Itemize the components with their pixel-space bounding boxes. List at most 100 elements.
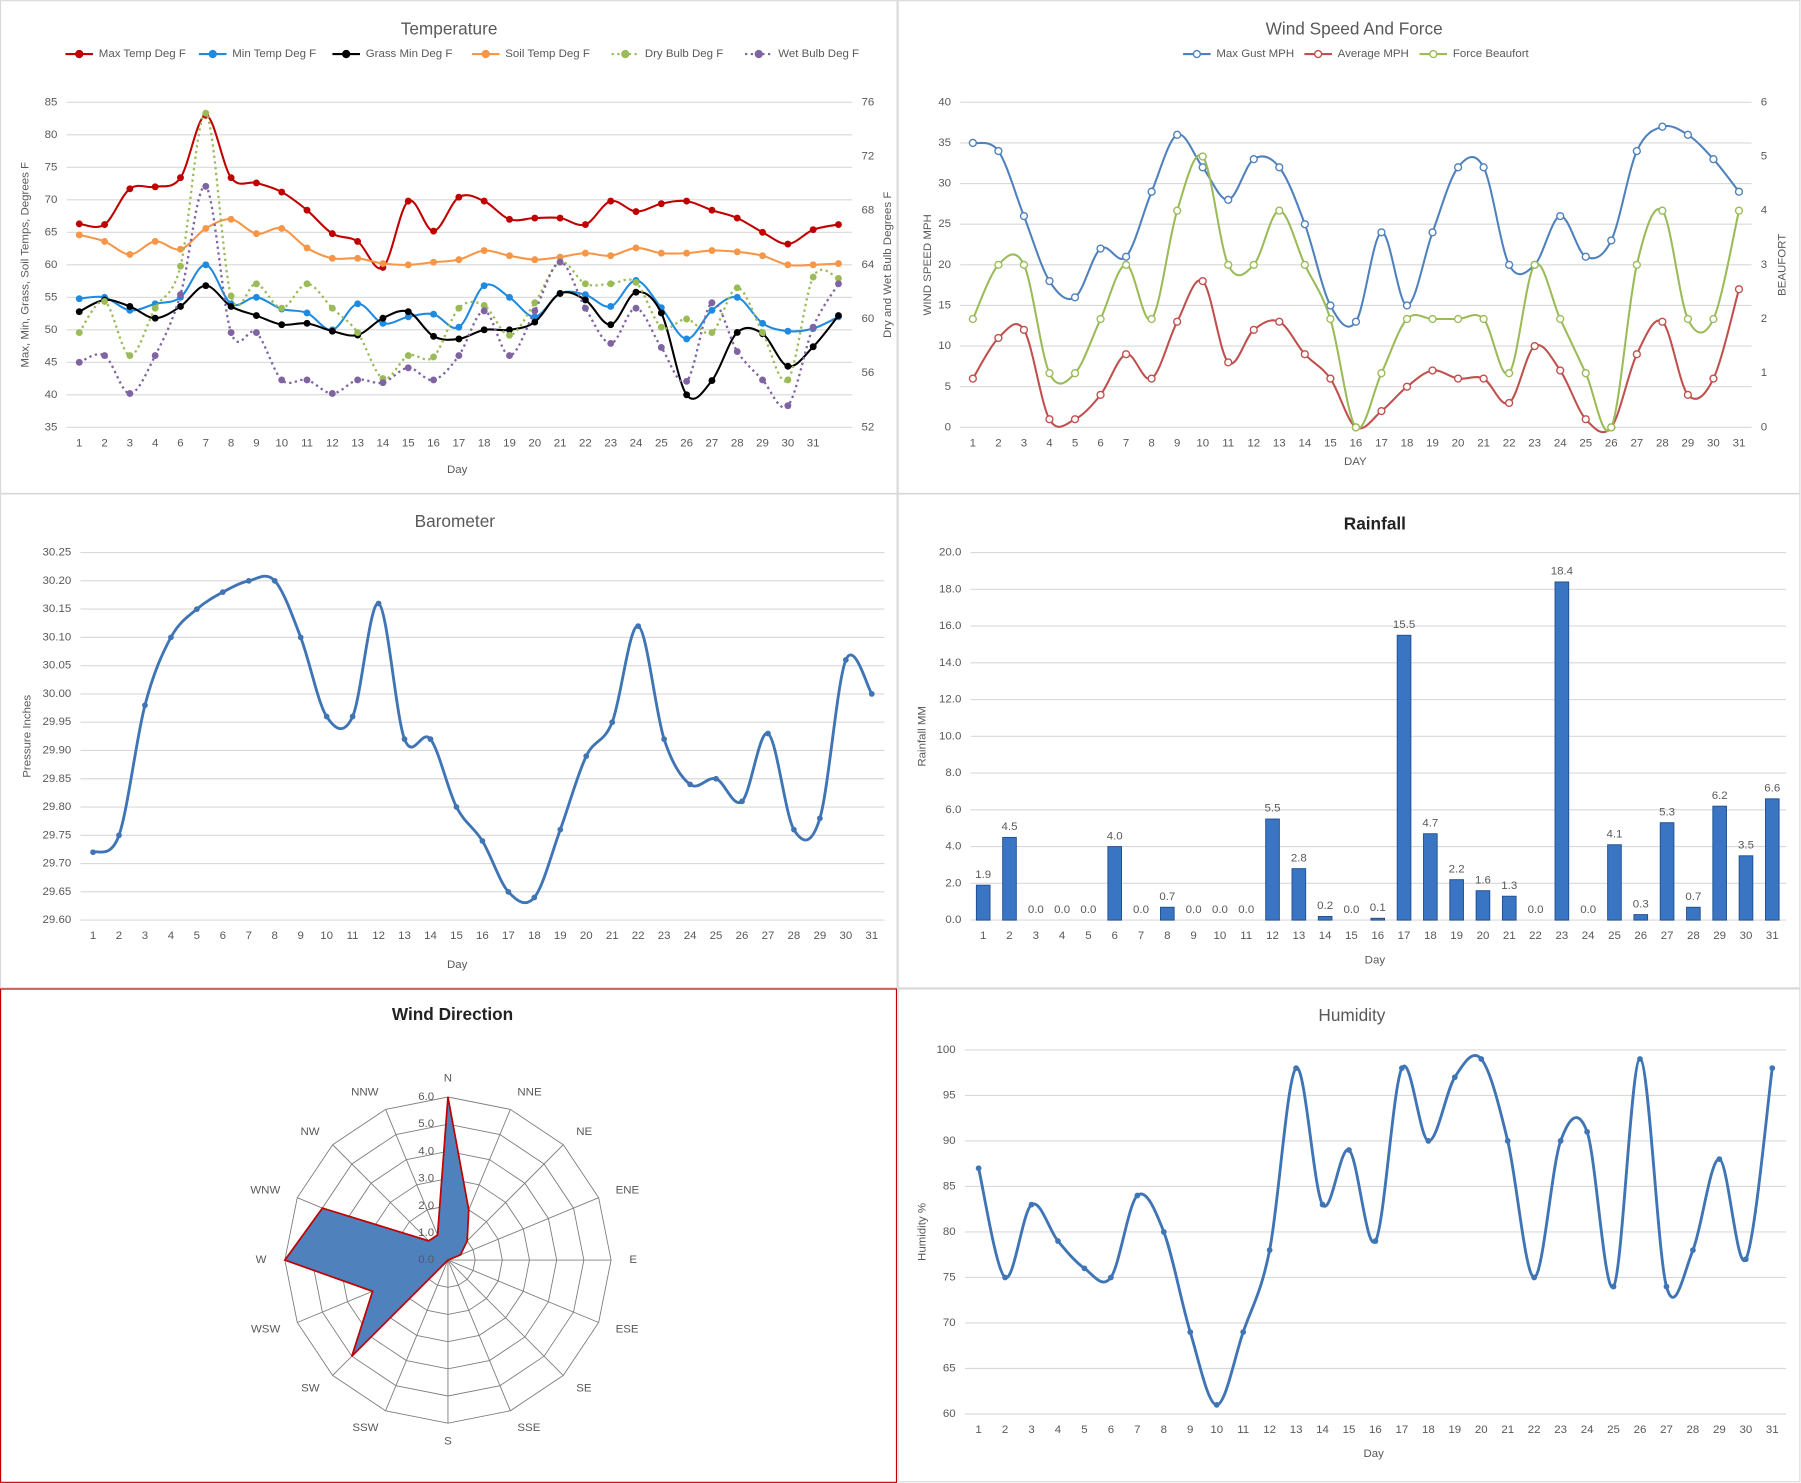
data-point	[1019, 211, 1029, 221]
x-tick-label: 25	[1608, 930, 1621, 942]
data-point	[1658, 122, 1667, 131]
x-tick-label: 6	[1108, 1424, 1114, 1436]
data-point	[708, 377, 716, 384]
y-tick-label: 29.85	[43, 773, 72, 785]
x-tick-label: 6	[177, 437, 183, 449]
data-point	[227, 215, 235, 223]
x-tick-label: 27	[1661, 930, 1674, 942]
data-label: 2.8	[1291, 852, 1307, 864]
y-tick-label: 40	[938, 96, 951, 108]
data-point	[607, 321, 615, 329]
data-point	[430, 310, 438, 318]
y-tick-label: 30	[938, 178, 951, 190]
y-tick-label: 20	[938, 259, 951, 271]
r-tick-label: 5.0	[418, 1118, 434, 1130]
data-point	[733, 284, 741, 292]
data-point	[506, 352, 513, 360]
data-point	[531, 894, 538, 901]
data-point	[404, 197, 412, 205]
data-point	[1479, 163, 1488, 172]
x-tick-label: 17	[1375, 437, 1388, 449]
x-tick-label: 27	[762, 930, 775, 942]
data-point	[968, 314, 977, 324]
data-label: 0.0	[1343, 904, 1359, 916]
data-point	[1690, 1247, 1696, 1254]
data-point	[430, 258, 438, 266]
data-point	[683, 335, 691, 343]
category-label: W	[256, 1254, 267, 1266]
data-point	[455, 193, 463, 201]
data-point	[1428, 366, 1437, 375]
data-point	[1019, 260, 1029, 269]
x-tick-label: 4	[168, 930, 175, 942]
data-point	[1224, 358, 1233, 367]
y-tick-label: 30.10	[43, 631, 72, 643]
data-point	[453, 804, 460, 810]
data-point	[90, 849, 96, 856]
data-point	[657, 249, 665, 257]
y-tick-label: 10	[938, 340, 951, 352]
x-tick-label: 18	[1424, 930, 1437, 942]
data-point	[1584, 1128, 1590, 1135]
x-tick-label: 13	[398, 930, 411, 942]
data-point	[835, 280, 842, 288]
data-point	[733, 293, 741, 301]
x-tick-label: 30	[1707, 437, 1720, 449]
x-axis-title: Day	[1365, 954, 1386, 966]
data-point	[506, 215, 513, 223]
x-tick-label: 24	[684, 930, 697, 942]
data-point	[683, 197, 691, 205]
x-tick-label: 27	[1630, 437, 1643, 449]
x-tick-label: 20	[1475, 1424, 1488, 1436]
data-point	[1377, 369, 1386, 378]
data-point	[1504, 1138, 1511, 1144]
legend-marker	[75, 49, 84, 59]
x-tick-label: 9	[1174, 437, 1180, 449]
y-tick-label: 40	[45, 389, 58, 401]
data-point	[784, 240, 792, 248]
data-point	[328, 254, 336, 262]
data-point	[1530, 260, 1539, 269]
x-tick-label: 19	[1450, 930, 1463, 942]
x-tick-label: 5	[1072, 437, 1078, 449]
data-point	[683, 249, 691, 257]
data-point	[1240, 1329, 1247, 1335]
x-tick-label: 9	[1190, 930, 1196, 942]
x-tick-label: 1	[980, 930, 986, 942]
data-label: 6.2	[1712, 790, 1728, 802]
data-point	[151, 304, 159, 312]
data-point	[1742, 1256, 1749, 1263]
data-point	[75, 329, 83, 336]
data-point	[1121, 252, 1131, 261]
x-tick-label: 18	[478, 437, 491, 449]
panel-frame	[0, 493, 898, 989]
bar	[975, 884, 991, 921]
data-point	[1632, 350, 1641, 359]
data-label: 0.0	[1133, 904, 1149, 916]
data-point	[835, 221, 842, 228]
selected-panel-frame	[0, 988, 898, 1483]
x-tick-label: 4	[1059, 930, 1066, 942]
y-tick-label: 30.00	[43, 688, 72, 700]
bar	[1396, 634, 1412, 921]
bar	[1291, 868, 1307, 921]
data-point	[404, 313, 412, 321]
data-point	[1045, 276, 1054, 286]
x-tick-label: 28	[788, 930, 801, 942]
data-point	[759, 252, 766, 260]
data-point	[404, 352, 412, 360]
data-point	[505, 888, 512, 895]
x-tick-label: 23	[1555, 930, 1568, 942]
x-tick-label: 29	[1713, 930, 1726, 942]
x-tick-label: 8	[1164, 930, 1170, 942]
data-point	[1658, 317, 1667, 326]
data-point	[1147, 374, 1156, 383]
x-tick-label: 28	[1656, 437, 1669, 449]
x-tick-label: 30	[781, 437, 794, 449]
data-point	[278, 304, 286, 312]
x-tick-label: 1	[970, 437, 976, 449]
y-tick-label: 14.0	[939, 657, 961, 669]
x-tick-label: 10	[1196, 437, 1209, 449]
bar	[1712, 805, 1727, 921]
data-point	[506, 326, 513, 334]
